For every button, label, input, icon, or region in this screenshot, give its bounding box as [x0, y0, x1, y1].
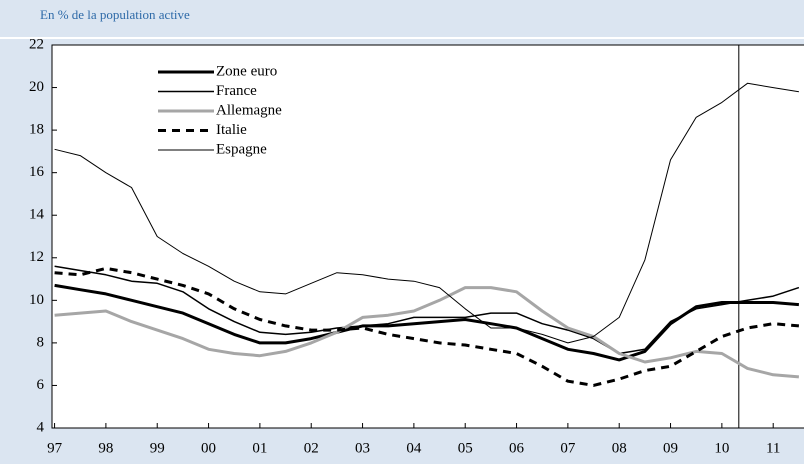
x-tick-label: 06	[509, 440, 525, 456]
x-tick-label: 11	[766, 440, 780, 456]
x-tick-label: 09	[663, 440, 678, 456]
x-tick-label: 98	[98, 440, 113, 456]
x-tick-label: 03	[355, 440, 370, 456]
legend-label: Espagne	[216, 141, 267, 157]
x-tick-label: 97	[47, 440, 63, 456]
y-tick-label: 16	[29, 164, 45, 180]
x-tick-label: 00	[201, 440, 216, 456]
y-tick-label: 6	[37, 377, 45, 393]
plot-frame	[51, 44, 804, 429]
series-line	[54, 286, 800, 379]
y-tick-label: 22	[29, 36, 44, 52]
x-tick-label: 99	[150, 440, 165, 456]
legend-label: France	[216, 83, 257, 99]
chart-subtitle: En % de la population active	[40, 7, 190, 22]
header-band	[0, 0, 804, 38]
series-line	[54, 283, 800, 362]
x-tick-label: 07	[560, 440, 576, 456]
x-tick-label: 10	[714, 440, 729, 456]
series-line	[54, 82, 799, 344]
legend-label: Allemagne	[216, 102, 282, 118]
y-tick-label: 8	[37, 334, 45, 350]
y-tick-label: 4	[37, 419, 45, 435]
y-tick-label: 14	[29, 207, 45, 223]
plot-area	[52, 45, 804, 428]
y-tick-label: 10	[29, 292, 44, 308]
legend-label: Zone euro	[216, 63, 277, 79]
legend-label: Italie	[216, 122, 247, 138]
x-tick-label: 08	[612, 440, 627, 456]
x-tick-label: 05	[458, 440, 473, 456]
y-tick-label: 12	[29, 249, 44, 265]
x-tick-label: 04	[406, 440, 422, 456]
x-tick-label: 02	[304, 440, 319, 456]
x-tick-label: 01	[252, 440, 267, 456]
y-tick-label: 20	[29, 79, 44, 95]
y-tick-label: 18	[29, 122, 44, 138]
series-line	[54, 265, 800, 355]
series-line	[54, 266, 800, 387]
